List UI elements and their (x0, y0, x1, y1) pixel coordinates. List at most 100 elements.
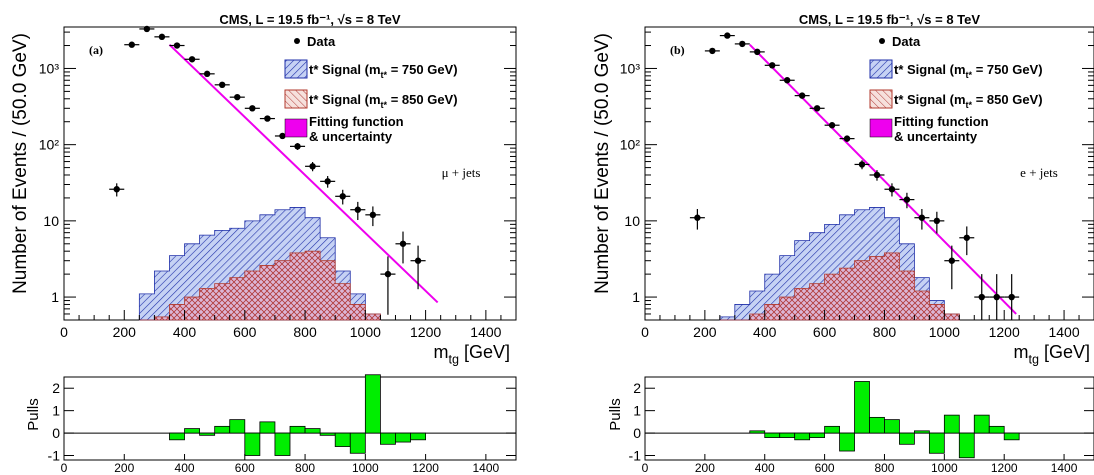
legend-signal-850-swatch (284, 89, 308, 109)
pull-bar (928, 432, 945, 454)
signal-850-hist (139, 250, 381, 321)
pulls-x-tick-label: 1000 (352, 461, 379, 475)
legend-fit-label: Fitting function (309, 114, 404, 129)
pulls-y-tick-label: 1 (633, 403, 641, 419)
y-tick-label: 1 (632, 289, 640, 305)
data-point (858, 161, 866, 168)
data-point (188, 56, 196, 63)
x-tick-label: 800 (293, 324, 317, 340)
data-point (309, 163, 316, 170)
x-axis-label-sub: tg (448, 352, 459, 366)
pull-bar (884, 419, 900, 434)
pulls-x-tick-label: 400 (755, 461, 775, 475)
x-tick-label: 0 (60, 324, 68, 340)
x-axis-label-main: m (433, 342, 448, 362)
pull-bar (334, 432, 351, 447)
x-axis-label-rest: [GeV] (1039, 342, 1090, 362)
x-tick-label: 400 (753, 324, 777, 340)
x-axis-label-rest: [GeV] (459, 342, 510, 362)
x-tick-label: 1400 (470, 324, 501, 340)
pulls-x-tick-label: 1000 (931, 461, 958, 475)
legend-signal-750-label-sub: t* (966, 70, 973, 80)
channel-label: μ + jets (442, 165, 481, 180)
data-point (339, 193, 346, 200)
fit-line (168, 43, 439, 304)
x-axis-label: mtg [GeV] (1013, 342, 1090, 366)
data-point (769, 62, 776, 69)
data-point (173, 42, 181, 49)
data-point (694, 214, 701, 221)
data-point (724, 32, 731, 39)
pull-bar (779, 432, 796, 438)
pulls-y-tick-label: -1 (629, 448, 642, 464)
y-tick-label: 10 (43, 213, 59, 229)
legend-signal-850-label-rest: = 850 GeV) (972, 92, 1042, 107)
pulls-y-tick-label: 1 (52, 403, 60, 419)
legend-signal-850-label: t* Signal (mt* = 850 GeV) (894, 92, 1043, 110)
legend-fit-label-2: & uncertainty (894, 129, 978, 144)
legend-signal-850-label-main: t* Signal (m (894, 92, 966, 107)
legend-data-label: Data (892, 34, 921, 49)
x-tick-label: 1200 (989, 324, 1020, 340)
pull-bar (395, 432, 411, 443)
y-tick-label: 10³ (39, 60, 60, 76)
chart-title: CMS, L = 19.5 fb⁻¹, √s = 8 TeV (799, 12, 980, 27)
pulls-x-tick-label: 1200 (412, 461, 439, 475)
pull-bar (379, 432, 396, 445)
x-tick-label: 1000 (929, 324, 960, 340)
legend-signal-750-label-rest: = 750 GeV) (387, 62, 457, 77)
channel-label: e + jets (1020, 165, 1058, 180)
data-point (264, 115, 271, 122)
pull-bar (854, 381, 870, 434)
pull-bar (809, 432, 826, 438)
pull-bar (169, 432, 185, 441)
data-point (354, 206, 361, 213)
panel-label: (a) (89, 43, 103, 57)
x-axis-label-main: m (1013, 342, 1028, 362)
legend-signal-850-swatch (869, 89, 893, 109)
pull-bar (973, 414, 990, 434)
data-point (798, 92, 806, 99)
x-tick-label: 1000 (350, 324, 381, 340)
legend-fit-label-2: & uncertainty (309, 129, 393, 144)
y-tick-label: 1 (51, 289, 59, 305)
x-tick-label: 200 (113, 324, 137, 340)
legend-fit-label: Fitting function (894, 114, 989, 129)
data-point (324, 178, 331, 185)
pulls-x-tick-label: 600 (815, 461, 835, 475)
pull-bar (899, 432, 915, 445)
pull-bar (304, 428, 321, 434)
data-point (873, 171, 881, 179)
pulls-x-tick-label: 200 (695, 461, 715, 475)
pulls-x-tick-label: 1200 (991, 461, 1018, 475)
pull-bar (839, 432, 855, 452)
pull-bar (214, 425, 231, 434)
legend-data-label: Data (307, 34, 336, 49)
data-point (813, 105, 821, 112)
panel-label: (b) (670, 43, 685, 57)
pull-bar (914, 430, 930, 434)
data-point (933, 217, 941, 225)
pull-bar (274, 432, 291, 456)
data-point (1008, 293, 1015, 301)
pull-bar (764, 432, 781, 438)
signal-850-hist (719, 252, 960, 321)
y-tick-label: 10² (39, 137, 60, 153)
pulls-x-tick-label: 200 (114, 461, 134, 475)
legend-fit-swatch (284, 118, 308, 138)
x-tick-label: 800 (873, 324, 897, 340)
legend-signal-750-swatch (869, 59, 893, 79)
data-point (709, 47, 716, 55)
pull-bar (824, 425, 840, 434)
data-point (143, 25, 151, 33)
pulls-x-tick-label: 800 (295, 461, 315, 475)
x-tick-label: 200 (693, 324, 717, 340)
pull-bar (184, 428, 201, 434)
pulls-y-axis-label: Pulls (25, 398, 42, 431)
legend-fit-swatch (869, 118, 893, 138)
pull-bar (1003, 432, 1020, 441)
data-point (843, 135, 851, 142)
legend-signal-850-label: t* Signal (mt* = 850 GeV) (309, 92, 458, 110)
